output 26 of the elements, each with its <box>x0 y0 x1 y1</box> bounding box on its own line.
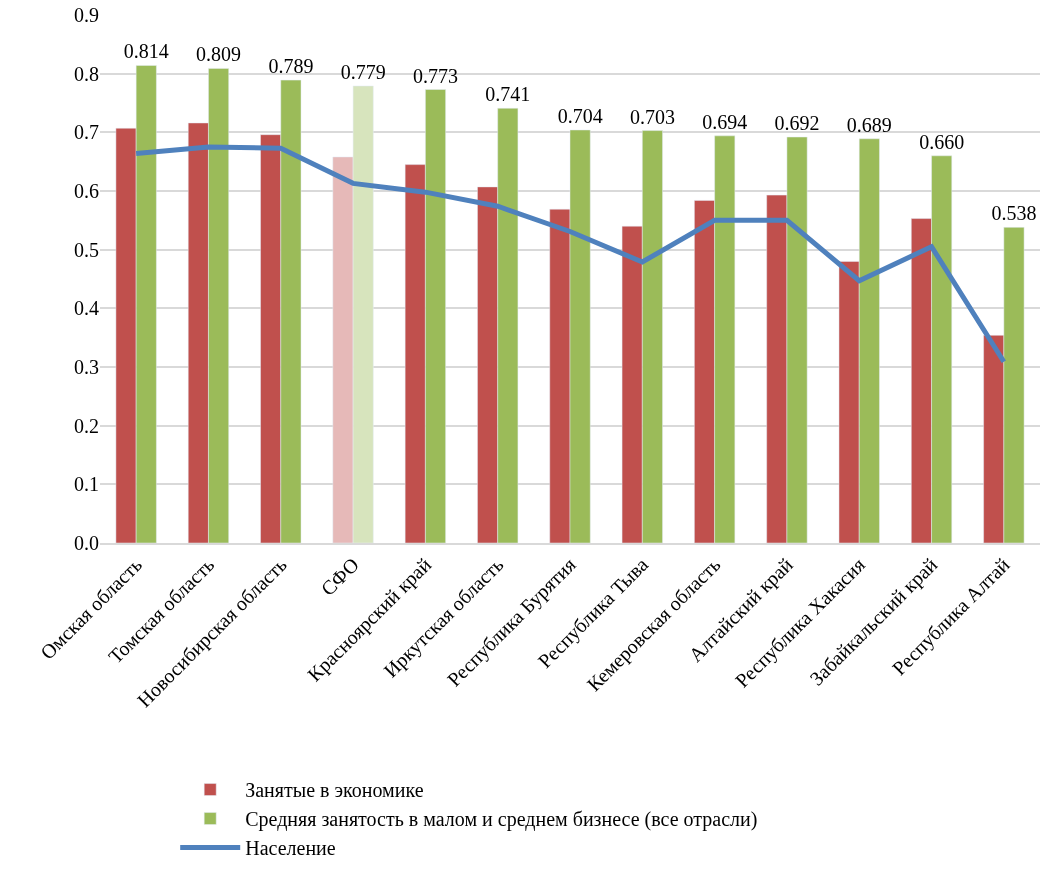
y-tick-label: 0.0 <box>74 532 99 554</box>
data-label: 0.779 <box>340 60 386 83</box>
legend-label: Население <box>245 837 336 860</box>
legend-label: Занятые в экономике <box>245 779 424 802</box>
data-label: 0.703 <box>629 105 675 128</box>
y-tick-label: 0.3 <box>74 356 99 378</box>
y-tick-label: 0.6 <box>74 180 99 202</box>
data-label: 0.773 <box>413 64 459 87</box>
y-tick-label: 0.9 <box>74 4 99 26</box>
data-label: 0.538 <box>991 202 1037 225</box>
data-label: 0.789 <box>268 55 314 78</box>
y-tick-label: 0.4 <box>74 297 99 320</box>
data-label: 0.741 <box>485 83 531 106</box>
y-tick-label: 0.2 <box>74 414 99 437</box>
y-tick-label: 0.7 <box>74 121 99 144</box>
y-tick-label: 0.5 <box>74 238 99 261</box>
data-label: 0.689 <box>846 113 892 136</box>
data-label: 0.692 <box>774 112 820 135</box>
y-tick-label: 0.1 <box>74 473 99 496</box>
legend-label: Средняя занятость в малом и среднем бизнесе (все отрасли) <box>245 808 758 832</box>
data-label: 0.660 <box>919 130 965 153</box>
data-label: 0.809 <box>196 43 242 66</box>
data-label: 0.694 <box>702 110 748 133</box>
data-label: 0.704 <box>557 104 603 127</box>
data-label: 0.814 <box>123 40 169 63</box>
y-tick-label: 0.8 <box>74 62 99 85</box>
